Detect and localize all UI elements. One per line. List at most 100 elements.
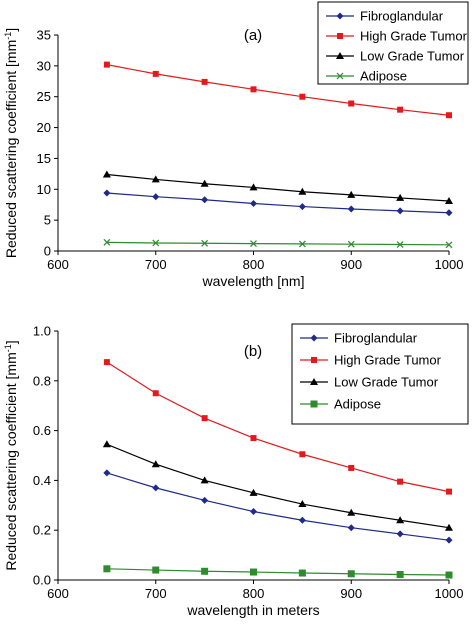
x-tick-label: 600 [47,586,69,601]
data-point [200,476,209,484]
series-adipose [103,238,453,249]
legend-swatch-marker [310,400,318,408]
data-point [446,488,452,495]
x-tick-label: 800 [243,257,265,272]
x-tick-label: 600 [47,257,69,272]
x-tick-label: 900 [340,257,362,272]
data-point [396,571,404,579]
legend-box [291,323,469,425]
data-point [201,567,209,575]
data-point [445,197,453,205]
legend-swatch-marker [311,357,317,363]
x-tick-label: 700 [145,586,167,601]
x-tick-label: 1000 [435,586,464,601]
data-point [397,106,404,113]
legend-entry: Low Grade Tumor [334,375,439,390]
data-point [347,570,355,578]
series-low-grade-tumor [102,170,453,205]
y-tick-label: 10 [37,182,51,197]
series-high-grade-tumor [103,61,452,119]
series-fibroglandular [103,189,453,217]
data-point [298,203,306,211]
data-point [250,508,257,516]
y-tick-label: 5 [44,213,51,228]
x-tick-label: 1000 [435,257,464,272]
series-high-grade-tumor [103,359,452,495]
data-point [396,516,405,524]
data-point [250,568,257,576]
y-tick-label: 0 [44,244,51,259]
series-line [106,568,450,576]
data-point [347,205,355,213]
y-tick-label: 0.0 [33,573,51,588]
data-point [347,240,355,248]
legend-entry: High Grade Tumor [334,353,442,368]
data-point [348,464,355,471]
data-point [103,238,111,246]
data-point [299,93,306,100]
data-point [298,516,306,524]
series-line [106,361,450,493]
data-point [201,196,209,204]
data-point [396,207,404,215]
data-point [347,524,355,532]
data-point [152,70,159,77]
legend-swatch-marker [336,52,344,59]
legend-entry: High Grade Tumor [360,29,468,44]
y-tick-label: 0.2 [33,523,51,538]
x-tick-label: 900 [340,586,362,601]
data-point [445,209,453,217]
series-line [106,241,450,246]
data-point [250,199,257,207]
series-line [106,192,450,214]
legend: Fibroglandular High Grade Tumor Low Grade … [317,1,469,85]
y-axis-label: Reduced scattering coefficient [mm-1] [3,28,19,258]
legend: Fibroglandular High Grade Tumor Low Grade … [291,323,469,425]
data-point [348,100,355,107]
series-adipose [103,565,453,579]
x-axis-label: wavelength in meters [186,602,319,618]
data-point [298,240,306,248]
data-point [397,478,404,485]
y-tick-label: 0.6 [33,423,51,438]
legend-entry: Adipose [334,397,381,412]
data-point [298,187,307,195]
y-axis-label: Reduced scattering coefficient [mm-1] [3,340,19,570]
legend-entry: Fibroglandular [360,9,444,24]
data-point [347,190,356,198]
data-point [298,500,307,508]
data-point [446,112,452,119]
y-tick-label: 0.8 [33,373,51,388]
data-point [201,239,209,247]
y-tick-label: 1.0 [33,324,51,339]
data-point [103,189,111,197]
data-point [201,78,208,85]
data-point [151,175,160,183]
data-point [347,508,356,516]
legend-entry: Low Grade Tumor [360,49,465,64]
legend-swatch-marker [337,33,343,39]
data-point [103,359,110,366]
legend-swatch-marker [336,12,344,20]
data-point [152,566,160,574]
data-point [445,536,453,544]
y-tick-label: 15 [37,151,51,166]
data-point [396,241,404,248]
data-point [103,61,110,68]
data-point [151,460,160,468]
y-tick-label: 30 [37,58,51,73]
y-tick-label: 25 [37,89,51,104]
y-tick-label: 0.4 [33,473,51,488]
y-tick-label: 35 [37,28,51,43]
chart-b: 0.0 0.2 0.4 0.6 0.8 1.0 600 700 800 900 1000 wavele… [3,323,469,618]
legend-swatch-marker [310,334,318,342]
data-point [396,530,404,538]
data-point [201,496,209,504]
data-point [299,451,306,458]
data-point [445,241,453,249]
y-tick-label: 20 [37,120,51,135]
panel-label: (a) [244,27,262,44]
data-point [103,469,111,477]
data-point [152,239,160,247]
data-point [396,193,405,201]
